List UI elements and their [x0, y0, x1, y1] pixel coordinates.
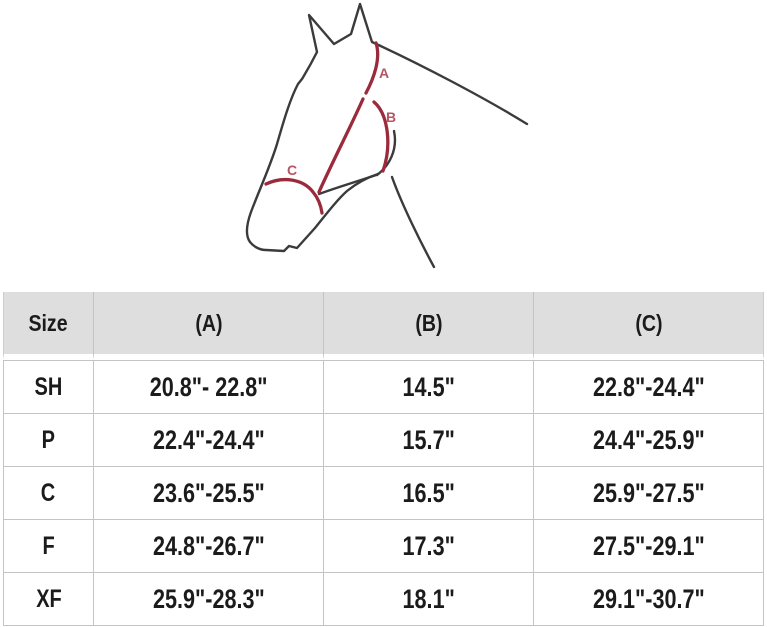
measure-b-cell: 16.5" — [323, 467, 533, 520]
table-row-sh: SH 20.8"- 22.8" 14.5" 22.8"-24.4" — [3, 360, 764, 414]
measure-b-value: 16.5" — [402, 477, 455, 508]
size-value: P — [41, 425, 56, 454]
horse-head-outline — [245, 2, 529, 253]
measure-c-cell: 25.9"-27.5" — [533, 467, 764, 520]
size-cell: XF — [3, 573, 93, 626]
measure-b-value: 14.5" — [402, 371, 455, 402]
table-row-c: C 23.6"-25.5" 16.5" 25.9"-27.5" — [3, 467, 764, 520]
horse-jowl-curve — [375, 129, 397, 177]
size-cell: C — [3, 467, 93, 520]
size-chart-table: Size (A) (B) (C) SH 20.8"- 22.8" 14.5" 2… — [3, 292, 764, 626]
horse-neck-line — [390, 175, 436, 269]
measure-a-value: 24.8"-26.7" — [152, 530, 265, 561]
halter-strap-cheekpiece — [317, 97, 365, 194]
col-header-size-label: Size — [28, 309, 69, 336]
horse-mouth-line — [317, 173, 378, 196]
measure-c-cell: 22.8"-24.4" — [533, 360, 764, 414]
table-row-p: P 22.4"-24.4" 15.7" 24.4"-25.9" — [3, 414, 764, 467]
horse-head-diagram: A B C — [245, 2, 529, 269]
measure-b-cell: 17.3" — [323, 520, 533, 573]
measure-a-value: 25.9"-28.3" — [152, 583, 265, 614]
measurement-label-a: A — [379, 65, 389, 81]
measure-b-cell: 15.7" — [323, 414, 533, 467]
measure-b-value: 17.3" — [402, 530, 455, 561]
measure-c-cell: 29.1"-30.7" — [533, 573, 764, 626]
col-header-b-label: (B) — [414, 309, 443, 336]
measure-a-cell: 20.8"- 22.8" — [93, 360, 323, 414]
measure-a-cell: 25.9"-28.3" — [93, 573, 323, 626]
measure-a-value: 23.6"-25.5" — [152, 477, 265, 508]
size-cell: SH — [3, 360, 93, 414]
measurement-label-c: C — [287, 162, 297, 178]
measurement-label-b: B — [386, 109, 396, 125]
measure-b-cell: 18.1" — [323, 573, 533, 626]
size-cell: P — [3, 414, 93, 467]
horse-diagram-area: A B C — [0, 0, 767, 290]
col-header-c-label: (C) — [634, 309, 663, 336]
col-header-c: (C) — [533, 292, 764, 360]
measure-a-cell: 22.4"-24.4" — [93, 414, 323, 467]
measure-c-cell: 24.4"-25.9" — [533, 414, 764, 467]
halter-strap-b-throatlatch — [372, 100, 390, 173]
measure-c-value: 29.1"-30.7" — [592, 583, 705, 614]
header-row: Size (A) (B) (C) — [3, 292, 764, 360]
measure-b-cell: 14.5" — [323, 360, 533, 414]
measure-a-value: 22.4"-24.4" — [152, 424, 265, 455]
measure-c-value: 27.5"-29.1" — [592, 530, 705, 561]
col-header-a: (A) — [93, 292, 323, 360]
measure-c-cell: 27.5"-29.1" — [533, 520, 764, 573]
measure-a-cell: 23.6"-25.5" — [93, 467, 323, 520]
table-row-xf: XF 25.9"-28.3" 18.1" 29.1"-30.7" — [3, 573, 764, 626]
measure-a-value: 20.8"- 22.8" — [149, 371, 268, 402]
measure-b-value: 15.7" — [402, 424, 455, 455]
halter-strap-a-crownpiece — [364, 41, 380, 95]
size-value: C — [41, 478, 56, 507]
size-cell: F — [3, 520, 93, 573]
size-value: XF — [35, 584, 62, 613]
col-header-b: (B) — [323, 292, 533, 360]
measure-b-value: 18.1" — [402, 583, 455, 614]
col-header-a-label: (A) — [194, 309, 223, 336]
table-row-f: F 24.8"-26.7" 17.3" 27.5"-29.1" — [3, 520, 764, 573]
measure-c-value: 25.9"-27.5" — [592, 477, 705, 508]
halter-strap-c-noseband — [264, 177, 324, 215]
measure-c-value: 24.4"-25.9" — [592, 424, 705, 455]
col-header-size: Size — [3, 292, 93, 360]
size-value: SH — [34, 372, 63, 401]
measure-c-value: 22.8"-24.4" — [592, 371, 705, 402]
size-value: F — [42, 531, 55, 560]
measure-a-cell: 24.8"-26.7" — [93, 520, 323, 573]
